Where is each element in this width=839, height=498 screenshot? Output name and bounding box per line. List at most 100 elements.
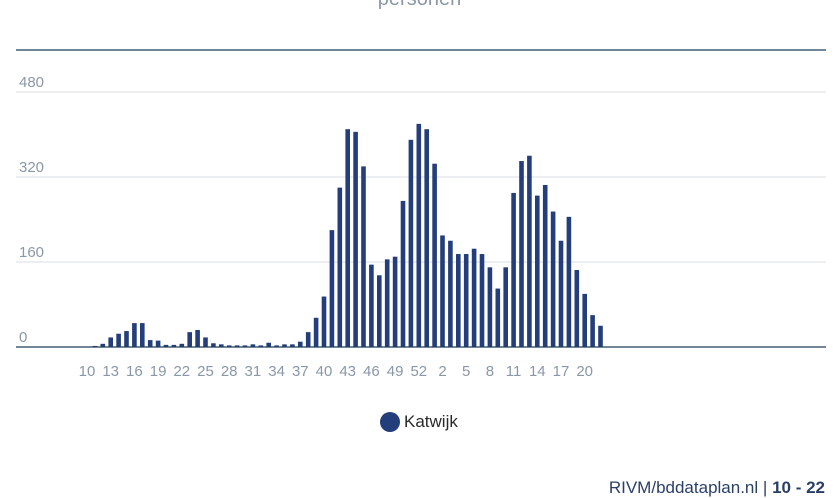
bar-week-38 xyxy=(305,332,311,347)
bar-week-12 xyxy=(100,343,106,347)
bar-week-10 xyxy=(503,267,508,347)
x-tick-label: 16 xyxy=(126,363,143,380)
bar-week-24 xyxy=(195,330,200,347)
bar-week-16 xyxy=(550,211,556,347)
week-range: 10 - 22 xyxy=(772,478,825,497)
bar-week-53 xyxy=(424,129,429,347)
x-tick-label: 8 xyxy=(486,363,494,380)
bar-week-42 xyxy=(337,187,343,347)
bar-week-18 xyxy=(566,216,572,347)
bar-week-14 xyxy=(535,195,540,347)
bar-week-37 xyxy=(298,341,303,347)
x-tick-label: 10 xyxy=(79,363,96,380)
bar-week-7 xyxy=(479,254,485,347)
bar-week-41 xyxy=(329,230,335,347)
bar-week-4 xyxy=(456,254,461,347)
bar-week-30 xyxy=(242,345,248,347)
bar-week-12 xyxy=(519,161,524,347)
chart-subtitle: personen xyxy=(0,0,839,11)
bar-week-39 xyxy=(313,317,319,347)
x-tick-label: 13 xyxy=(102,363,119,380)
bar-week-3 xyxy=(448,240,453,347)
bar-week-44 xyxy=(353,131,358,347)
bar-week-22 xyxy=(598,325,603,347)
x-tick-label: 28 xyxy=(221,363,238,380)
source-credit: RIVM/bddataplan.nl | 10 - 22 xyxy=(609,478,825,498)
bar-week-18 xyxy=(147,340,153,347)
legend-label-katwijk: Katwijk xyxy=(404,412,458,431)
x-tick-label: 49 xyxy=(387,363,404,380)
bar-week-51 xyxy=(408,139,414,347)
x-tick-label: 37 xyxy=(292,363,309,380)
bar-week-15 xyxy=(124,331,129,347)
bar-week-31 xyxy=(250,344,256,347)
y-tick-label: 0 xyxy=(19,329,27,346)
bar-week-27 xyxy=(219,344,224,347)
x-tick-label: 31 xyxy=(245,363,262,380)
bar-week-43 xyxy=(345,129,350,347)
bar-week-17 xyxy=(140,323,145,347)
bar-week-23 xyxy=(187,332,192,347)
y-axis-labels: 0 160 320 480 xyxy=(19,74,44,346)
source-separator: | xyxy=(762,478,768,497)
bar-week-21 xyxy=(590,315,595,347)
x-tick-label: 22 xyxy=(173,363,190,380)
x-tick-label: 11 xyxy=(506,363,522,380)
bar-week-20 xyxy=(163,344,169,347)
bar-week-40 xyxy=(321,296,327,347)
bar-week-47 xyxy=(377,275,382,347)
x-tick-label: 52 xyxy=(410,363,427,380)
bar-week-45 xyxy=(361,166,366,347)
source-text: RIVM/bddataplan.nl xyxy=(608,478,759,497)
x-axis-labels: 10 13 16 19 22 25 28 31 34 37 40 43 46 49 52 2 5 8 11 14 17 2… xyxy=(79,363,593,380)
x-tick-label: 17 xyxy=(553,363,570,380)
y-tick-label: 480 xyxy=(19,74,44,91)
bars xyxy=(92,123,603,347)
x-tick-label: 19 xyxy=(150,363,167,380)
bar-week-25 xyxy=(203,337,208,347)
x-tick-label: 34 xyxy=(268,363,285,380)
bar-week-22 xyxy=(179,343,185,347)
bar-week-16 xyxy=(132,323,137,347)
bar-week-49 xyxy=(392,256,398,347)
bar-week-13 xyxy=(527,155,532,347)
bar-week-2 xyxy=(440,235,445,347)
x-tick-label: 25 xyxy=(197,363,214,380)
bar-week-52 xyxy=(416,123,422,347)
bar-week-11 xyxy=(511,192,516,347)
x-tick-label: 40 xyxy=(316,363,333,380)
bar-week-46 xyxy=(369,264,374,347)
bar-week-26 xyxy=(211,343,216,347)
bar-week-13 xyxy=(108,337,113,347)
bar-week-15 xyxy=(542,184,548,347)
bar-week-19 xyxy=(155,340,161,347)
bar-week-20 xyxy=(582,293,587,347)
bar-week-34 xyxy=(274,345,279,347)
x-tick-label: 20 xyxy=(576,363,593,380)
bar-week-28 xyxy=(226,345,232,347)
bar-week-8 xyxy=(487,267,493,347)
bar-week-35 xyxy=(282,344,287,347)
legend[interactable]: Katwijk xyxy=(380,412,458,432)
x-tick-label: 5 xyxy=(462,363,470,380)
bar-week-19 xyxy=(574,269,580,347)
x-tick-label: 14 xyxy=(529,363,546,380)
bar-week-17 xyxy=(558,240,564,347)
bar-week-21 xyxy=(171,344,177,347)
bar-week-32 xyxy=(258,345,264,347)
x-tick-label: 2 xyxy=(438,363,446,380)
bar-week-33 xyxy=(266,342,271,347)
x-tick-label: 46 xyxy=(363,363,380,380)
y-tick-label: 320 xyxy=(19,159,44,176)
bar-week-29 xyxy=(234,345,240,347)
bar-week-1 xyxy=(432,163,437,347)
legend-marker-katwijk xyxy=(380,412,400,432)
bar-week-5 xyxy=(463,254,469,347)
bar-week-36 xyxy=(290,344,295,347)
bar-week-14 xyxy=(116,333,121,347)
bar-week-50 xyxy=(400,200,406,347)
x-tick-label: 43 xyxy=(339,363,356,380)
bar-week-9 xyxy=(495,288,501,347)
y-tick-label: 160 xyxy=(19,244,44,261)
